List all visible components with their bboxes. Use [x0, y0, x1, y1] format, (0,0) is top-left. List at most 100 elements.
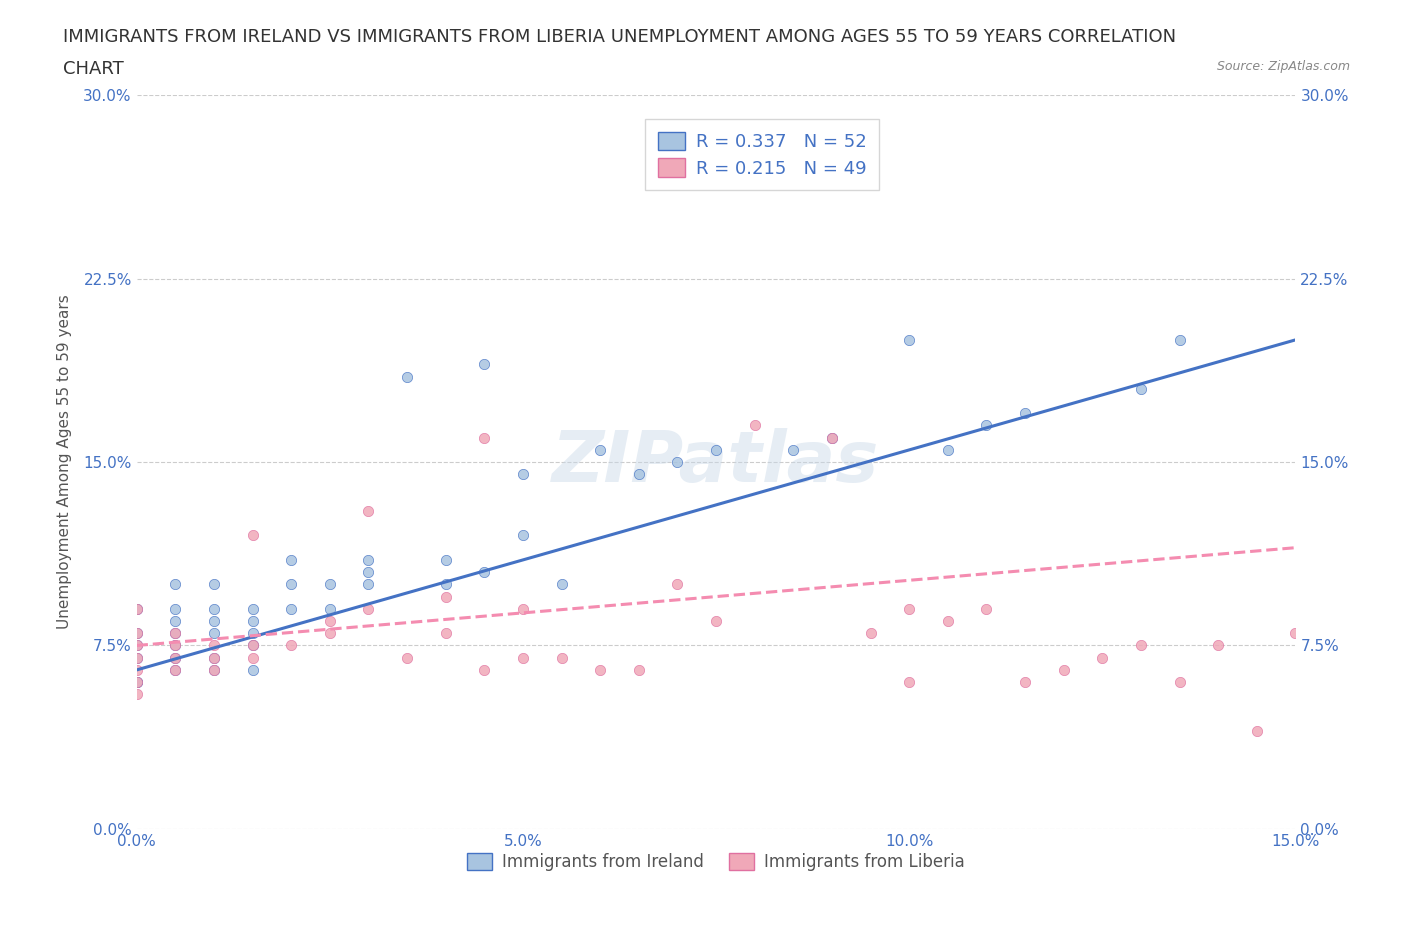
Point — [202, 662, 225, 677]
Point — [242, 528, 264, 543]
Point — [1168, 332, 1191, 347]
Point — [512, 528, 534, 543]
Point — [280, 638, 302, 653]
Text: Source: ZipAtlas.com: Source: ZipAtlas.com — [1216, 60, 1350, 73]
Point — [627, 467, 650, 482]
Point — [1168, 675, 1191, 690]
Text: ZIPatlas: ZIPatlas — [553, 428, 880, 497]
Point — [165, 650, 187, 665]
Point — [242, 626, 264, 641]
Point — [165, 662, 187, 677]
Point — [280, 577, 302, 591]
Point — [242, 650, 264, 665]
Point — [280, 552, 302, 567]
Point — [396, 369, 419, 384]
Point — [434, 552, 457, 567]
Point — [125, 662, 148, 677]
Point — [512, 467, 534, 482]
Point — [666, 455, 689, 470]
Point — [550, 577, 572, 591]
Point — [434, 626, 457, 641]
Point — [165, 602, 187, 617]
Point — [472, 662, 495, 677]
Point — [125, 650, 148, 665]
Point — [1129, 381, 1152, 396]
Point — [357, 577, 380, 591]
Point — [936, 614, 959, 629]
Point — [434, 577, 457, 591]
Point — [821, 431, 844, 445]
Point — [512, 602, 534, 617]
Point — [357, 503, 380, 518]
Point — [550, 650, 572, 665]
Text: CHART: CHART — [63, 60, 124, 78]
Point — [125, 675, 148, 690]
Point — [1014, 675, 1036, 690]
Point — [242, 638, 264, 653]
Point — [589, 662, 612, 677]
Point — [165, 638, 187, 653]
Point — [472, 357, 495, 372]
Y-axis label: Unemployment Among Ages 55 to 59 years: Unemployment Among Ages 55 to 59 years — [58, 295, 72, 630]
Point — [898, 332, 921, 347]
Point — [1246, 724, 1268, 738]
Point — [1091, 650, 1114, 665]
Point — [396, 650, 419, 665]
Point — [165, 577, 187, 591]
Point — [202, 614, 225, 629]
Point — [627, 662, 650, 677]
Point — [202, 602, 225, 617]
Point — [1014, 405, 1036, 420]
Legend: Immigrants from Ireland, Immigrants from Liberia: Immigrants from Ireland, Immigrants from… — [458, 844, 973, 879]
Point — [319, 626, 342, 641]
Point — [125, 626, 148, 641]
Point — [202, 626, 225, 641]
Point — [280, 602, 302, 617]
Point — [1053, 662, 1076, 677]
Point — [202, 650, 225, 665]
Point — [165, 662, 187, 677]
Point — [165, 626, 187, 641]
Point — [936, 443, 959, 458]
Point — [242, 614, 264, 629]
Point — [704, 614, 727, 629]
Point — [125, 687, 148, 702]
Point — [666, 577, 689, 591]
Point — [782, 443, 804, 458]
Point — [319, 602, 342, 617]
Point — [202, 650, 225, 665]
Point — [125, 675, 148, 690]
Point — [319, 577, 342, 591]
Point — [859, 626, 882, 641]
Point — [242, 602, 264, 617]
Point — [512, 650, 534, 665]
Point — [125, 602, 148, 617]
Point — [125, 638, 148, 653]
Point — [165, 650, 187, 665]
Text: IMMIGRANTS FROM IRELAND VS IMMIGRANTS FROM LIBERIA UNEMPLOYMENT AMONG AGES 55 TO: IMMIGRANTS FROM IRELAND VS IMMIGRANTS FR… — [63, 28, 1177, 46]
Point — [357, 552, 380, 567]
Point — [202, 577, 225, 591]
Point — [472, 431, 495, 445]
Point — [976, 418, 998, 432]
Point — [125, 602, 148, 617]
Point — [1129, 638, 1152, 653]
Point — [125, 638, 148, 653]
Point — [434, 589, 457, 604]
Point — [1284, 626, 1306, 641]
Point — [125, 626, 148, 641]
Point — [1206, 638, 1229, 653]
Point — [242, 662, 264, 677]
Point — [898, 675, 921, 690]
Point — [165, 638, 187, 653]
Point — [704, 443, 727, 458]
Point — [357, 602, 380, 617]
Point — [202, 662, 225, 677]
Point — [821, 431, 844, 445]
Point — [744, 418, 766, 432]
Point — [165, 626, 187, 641]
Point — [357, 565, 380, 579]
Point — [125, 675, 148, 690]
Point — [472, 565, 495, 579]
Point — [898, 602, 921, 617]
